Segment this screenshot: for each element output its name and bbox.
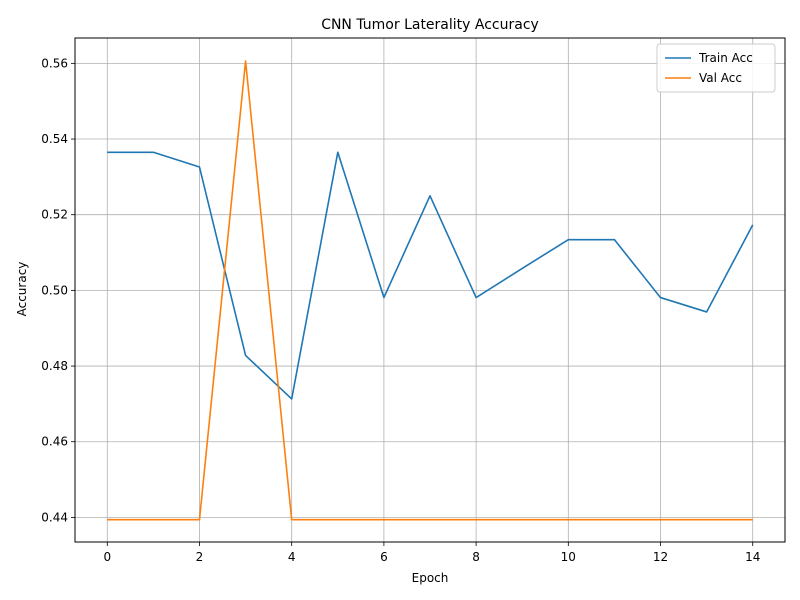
legend-box [656,43,776,93]
series-lines [107,60,754,521]
y-tick-label: 0.44 [41,510,68,524]
legend-label-0: Train Acc [698,51,753,65]
x-tick-label: 12 [653,550,668,564]
x-tick-label: 4 [288,550,296,564]
x-tick-label: 2 [196,550,204,564]
series-line-0 [107,151,754,400]
chart-title: CNN Tumor Laterality Accuracy [321,17,539,33]
legend-label-1: Val Acc [699,71,742,85]
y-tick-label: 0.50 [41,283,68,297]
y-tick-label: 0.52 [41,208,68,222]
legend: Train Acc Val Acc [656,43,776,93]
y-axis-label: Accuracy [15,262,29,317]
grid [75,38,785,542]
series-line-1 [107,60,753,521]
x-tick-label: 14 [745,550,760,564]
axis-ticks: 0 2 4 6 8 10 12 14 0.44 0.46 0.48 0.50 0.52 0.54 0.56 [41,56,760,564]
x-tick-label: 10 [561,550,576,564]
y-tick-label: 0.48 [41,359,68,373]
y-tick-label: 0.56 [41,56,68,70]
x-tick-label: 0 [103,550,111,564]
x-tick-label: 6 [380,550,388,564]
y-tick-label: 0.46 [41,435,68,449]
y-tick-label: 0.54 [41,132,68,146]
x-tick-label: 8 [472,550,480,564]
x-axis-label: Epoch [412,571,449,585]
